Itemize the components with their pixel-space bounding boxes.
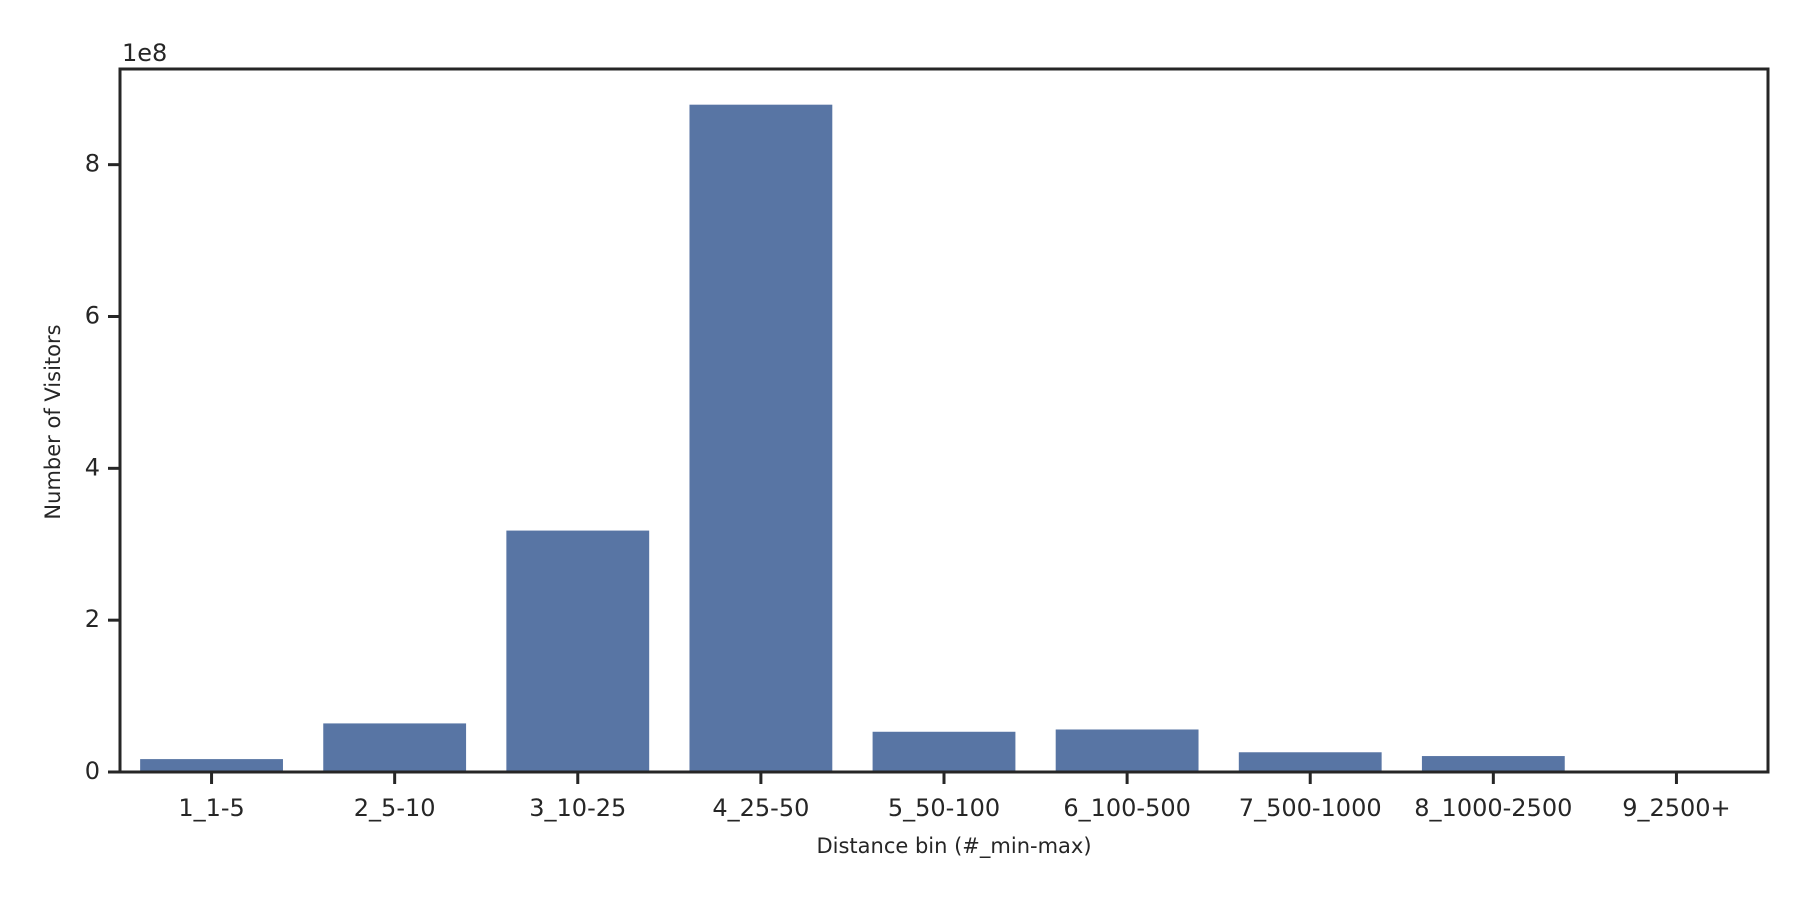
bar xyxy=(872,731,1016,772)
x-tick-label: 1_1-5 xyxy=(178,794,244,822)
x-tick-label: 8_1000-2500 xyxy=(1414,794,1572,822)
y-tick-label: 0 xyxy=(85,757,100,785)
y-tick-label: 4 xyxy=(85,453,100,481)
bar xyxy=(140,759,283,772)
bar xyxy=(506,530,650,772)
offset-label: 1e8 xyxy=(122,39,167,67)
y-tick-label: 8 xyxy=(85,150,100,178)
x-tick-label: 4_25-50 xyxy=(712,794,809,822)
plot-frame xyxy=(118,67,1770,774)
bar xyxy=(323,723,467,772)
bar xyxy=(1421,756,1565,772)
x-tick-label: 3_10-25 xyxy=(529,794,626,822)
y-tick-label: 2 xyxy=(85,605,100,633)
x-tick-label: 2_5-10 xyxy=(354,794,436,822)
x-tick-label: 6_100-500 xyxy=(1063,794,1191,822)
x-axis-label: Distance bin (#_min-max) xyxy=(816,834,1091,859)
x-tick-label: 5_50-100 xyxy=(888,794,1000,822)
bar xyxy=(1055,729,1199,772)
bar xyxy=(689,104,833,773)
bar xyxy=(1238,752,1382,772)
x-tick-label: 7_500-1000 xyxy=(1239,794,1382,822)
y-axis-label: Number of Visitors xyxy=(41,324,65,519)
x-tick-label: 9_2500+ xyxy=(1622,794,1730,822)
y-tick-label: 6 xyxy=(85,301,100,329)
